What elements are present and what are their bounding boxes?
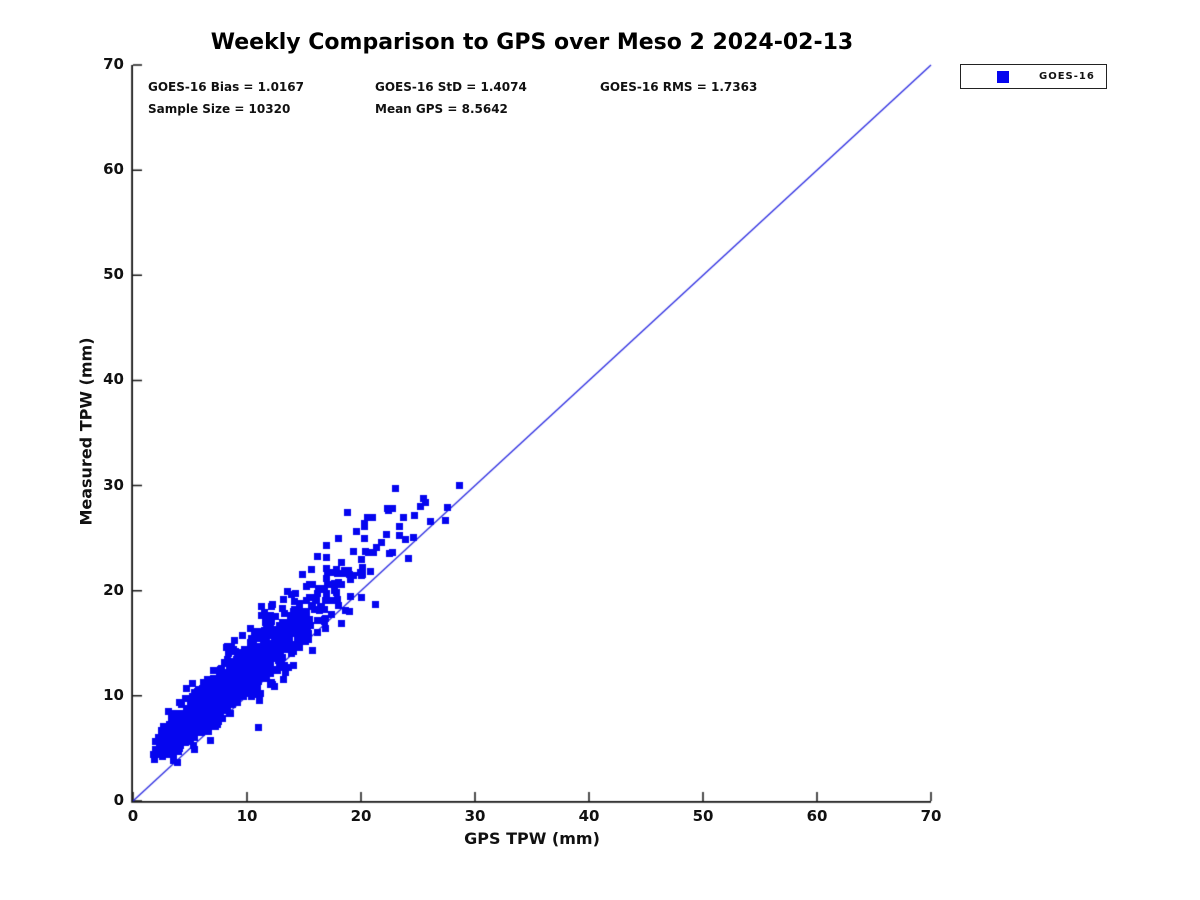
x-tick-label-20: 20 [350, 807, 372, 825]
stat-std: GOES-16 StD = 1.4074 [375, 80, 527, 94]
x-tick-label-40: 40 [578, 807, 600, 825]
x-tick-label-0: 0 [127, 807, 139, 825]
legend-entry-label: GOES-16 [1039, 71, 1095, 82]
stat-mean-gps: Mean GPS = 8.5642 [375, 102, 508, 116]
y-tick-label-40: 40 [103, 370, 124, 389]
stat-sample-size: Sample Size = 10320 [148, 102, 291, 116]
x-axis-label: GPS TPW (mm) [464, 829, 600, 848]
y-tick-label-60: 60 [103, 160, 124, 179]
x-tick-label-70: 70 [920, 807, 942, 825]
chart-title: Weekly Comparison to GPS over Meso 2 202… [210, 30, 854, 55]
x-tick-label-60: 60 [806, 807, 828, 825]
x-tick-label-50: 50 [692, 807, 714, 825]
y-axis-label: Measured TPW (mm) [76, 337, 96, 526]
legend-marker-swatch [997, 70, 1009, 83]
y-tick-label-70: 70 [103, 55, 124, 73]
y-tick-label-10: 10 [103, 685, 124, 704]
y-tick-label-0: 0 [113, 791, 124, 809]
stat-rms: GOES-16 RMS = 1.7363 [600, 80, 758, 94]
y-tick-label-50: 50 [103, 265, 124, 284]
stat-bias: GOES-16 Bias = 1.0167 [148, 80, 304, 94]
y-tick-label-20: 20 [103, 580, 124, 599]
x-tick-label-30: 30 [464, 807, 486, 825]
legend-box: GOES-16 [960, 64, 1107, 89]
y-tick-label-30: 30 [103, 475, 124, 494]
x-tick-label-10: 10 [236, 807, 258, 825]
